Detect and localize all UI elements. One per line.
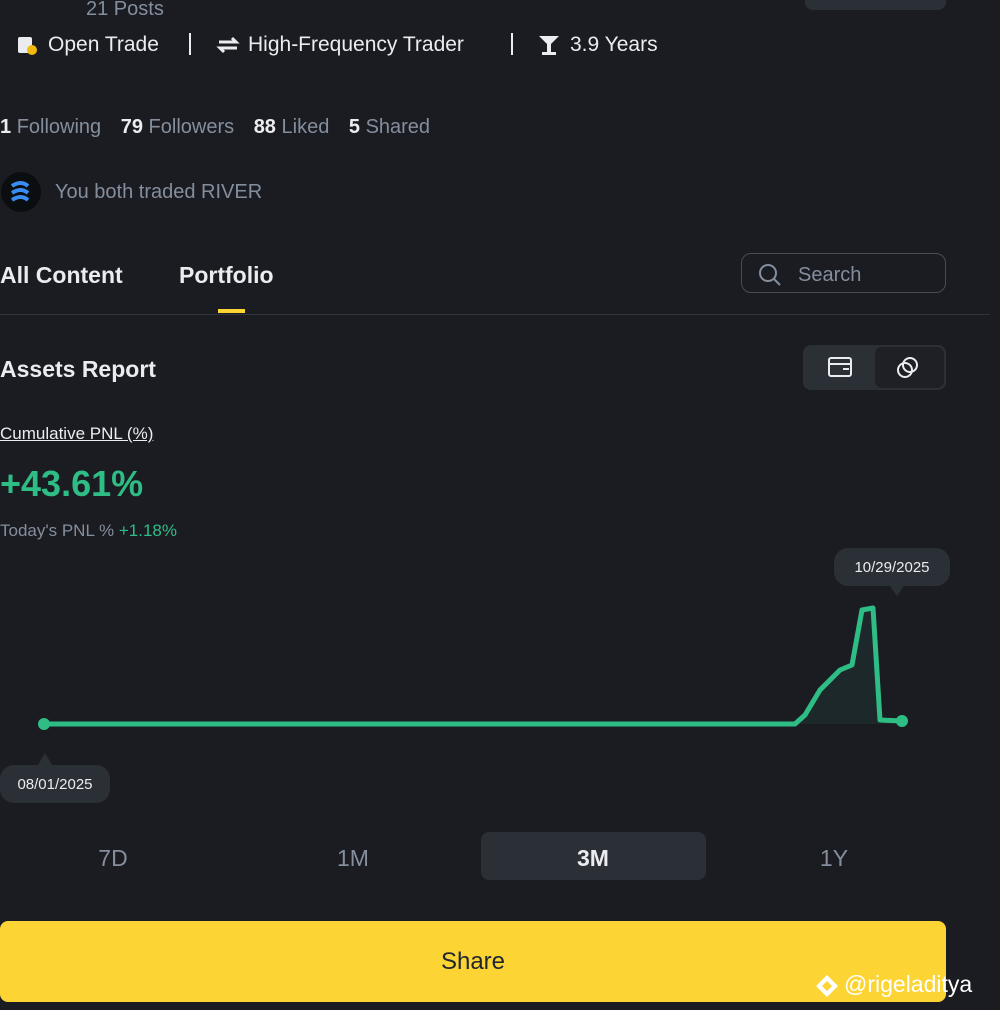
pnl-value: +43.61%: [0, 463, 144, 504]
tooltip-pointer: [890, 586, 904, 596]
badge: High-Frequency Trader: [248, 33, 464, 56]
pnl-chart: 10/29/2025 08/01/2025: [0, 548, 950, 803]
stat-count: 1: [0, 116, 12, 138]
watermark-logo: [816, 975, 838, 997]
tab[interactable]: All Content: [0, 262, 123, 288]
period-active-bg: [481, 832, 706, 880]
watermark: @rigeladitya: [844, 971, 973, 997]
badge: Open Trade: [48, 33, 159, 56]
period-active[interactable]: 3M: [577, 845, 609, 871]
stat-count: 5: [348, 116, 360, 138]
end-date: 10/29/2025: [854, 559, 929, 576]
divider: [511, 33, 513, 55]
posts: 21 Posts: [86, 0, 164, 20]
view-toggle: [803, 345, 946, 390]
stat-label[interactable]: Followers: [148, 116, 235, 138]
pnl-line: [44, 605, 903, 727]
point: [38, 718, 50, 730]
stat-label[interactable]: Following: [16, 116, 102, 138]
top-button[interactable]: [805, 0, 946, 10]
tab-indicator: [218, 309, 245, 313]
search-icon: [759, 264, 781, 286]
pnl-label[interactable]: Cumulative PNL (%): [0, 424, 154, 443]
today-pnl: Today's PNL % +1.18%: [0, 521, 177, 541]
wallet-icon[interactable]: [827, 356, 853, 378]
share-button[interactable]: Share: [0, 921, 946, 1002]
start-date: 08/01/2025: [17, 776, 92, 793]
stat-label[interactable]: Shared: [365, 116, 431, 138]
search-placeholder: Search: [798, 264, 862, 286]
period[interactable]: 7D: [98, 845, 128, 871]
tab-active[interactable]: Portfolio: [179, 262, 274, 288]
icon: [539, 36, 559, 55]
badge: 3.9 Years: [570, 33, 658, 56]
icon: [18, 37, 37, 55]
today-label: Today's PNL %: [0, 521, 115, 540]
divider: [189, 33, 191, 55]
stats: 1 Following 79 Followers 88 Liked 5 Shar…: [0, 116, 430, 139]
tooltip: [834, 548, 950, 586]
stat-count: 79: [120, 116, 143, 138]
toggle-active[interactable]: [875, 347, 944, 388]
tooltip: [0, 765, 110, 803]
tooltip-pointer: [38, 753, 52, 765]
icon: [216, 36, 240, 54]
stat-label[interactable]: Liked: [281, 116, 330, 138]
search-box[interactable]: Search: [741, 253, 946, 293]
coins-icon[interactable]: [895, 355, 921, 381]
period[interactable]: 1Y: [819, 845, 849, 871]
stat-count: 88: [253, 116, 276, 138]
mutual-text: You both traded RIVER: [55, 181, 263, 203]
point: [896, 715, 908, 727]
period[interactable]: 1M: [337, 845, 369, 871]
today-value: +1.18%: [118, 521, 177, 540]
section-title: Assets Report: [0, 356, 156, 382]
separator: [0, 314, 990, 315]
coin-icon: [1, 172, 41, 212]
